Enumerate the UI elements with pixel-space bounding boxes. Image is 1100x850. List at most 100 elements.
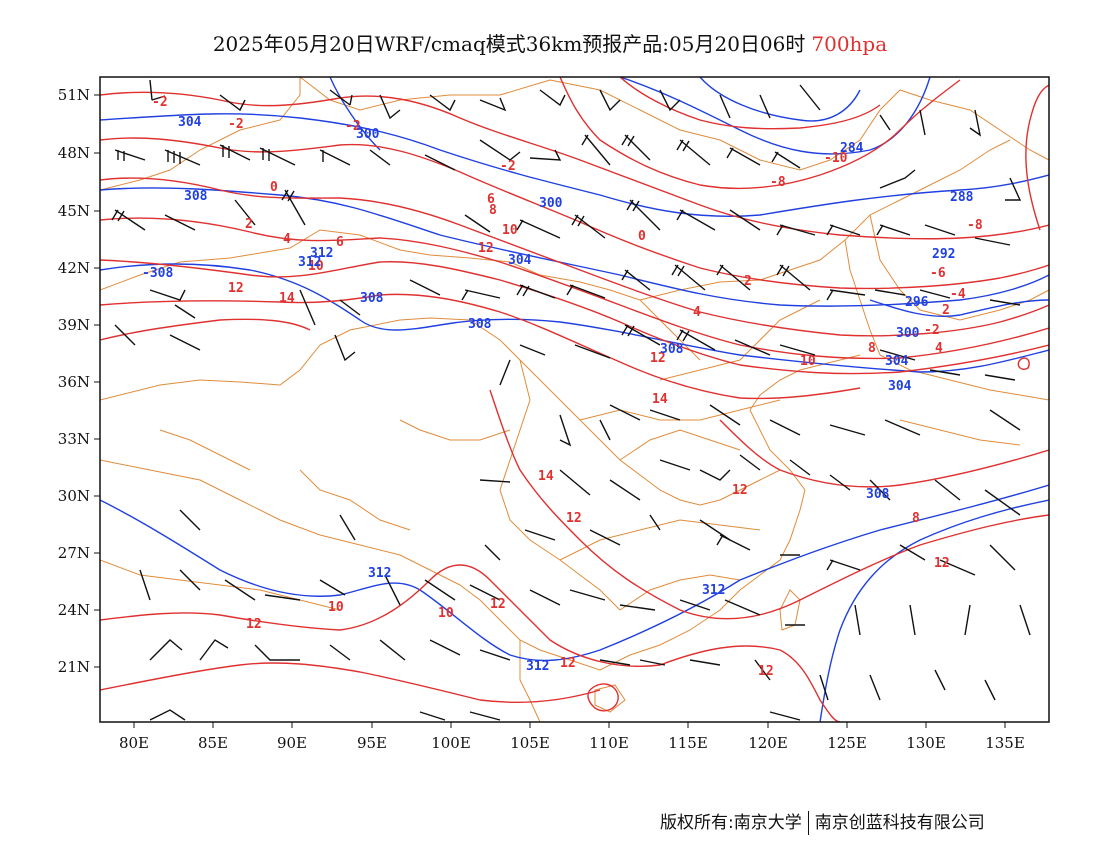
svg-text:312: 312 (310, 246, 333, 261)
svg-text:90E: 90E (277, 734, 307, 752)
svg-text:80E: 80E (119, 734, 149, 752)
svg-text:12: 12 (566, 511, 582, 526)
wind-barbs (111, 79, 1031, 721)
plot-frame (99, 76, 1050, 723)
svg-text:10: 10 (438, 606, 454, 621)
svg-text:312: 312 (298, 255, 321, 270)
svg-text:-4: -4 (950, 287, 966, 302)
svg-text:115E: 115E (668, 734, 708, 752)
svg-text:39N: 39N (58, 316, 90, 334)
svg-text:14: 14 (652, 392, 668, 407)
svg-text:12: 12 (478, 241, 494, 256)
svg-text:21N: 21N (58, 658, 90, 676)
svg-text:8: 8 (489, 203, 497, 218)
boundary-lines (100, 77, 1049, 722)
map-title: 2025年05月20日WRF/cmaq模式36km预报产品:05月20日06时 7… (0, 28, 1100, 57)
svg-text:308: 308 (866, 487, 890, 502)
longitude-labels: 80E 85E 90E 95E 100E 105E 110E 115E 120E… (119, 734, 1025, 752)
svg-text:6: 6 (336, 235, 344, 250)
svg-text:110E: 110E (589, 734, 629, 752)
svg-text:304: 304 (508, 253, 532, 268)
latitude-labels: 51N 48N 45N 42N 39N 36N 33N 30N 27N 24N … (58, 86, 90, 676)
height-labels: 304 300 308 -308 312 308 308 300 304 308… (142, 115, 974, 674)
axis-ticks (94, 94, 1006, 728)
svg-text:296: 296 (905, 295, 929, 310)
svg-text:8: 8 (868, 341, 876, 356)
svg-text:12: 12 (732, 483, 748, 498)
svg-text:0: 0 (270, 180, 278, 195)
svg-text:-8: -8 (770, 175, 786, 190)
svg-text:2: 2 (245, 217, 253, 232)
temperature-labels: -2 -2 -2 -2 0 2 4 6 6 8 10 12 12 14 10 1… (152, 95, 983, 679)
svg-text:130E: 130E (906, 734, 946, 752)
svg-text:308: 308 (360, 291, 384, 306)
svg-text:308: 308 (660, 342, 684, 357)
copyright-company: 南京创蓝科技有限公司 (814, 813, 985, 833)
svg-text:12: 12 (490, 597, 506, 612)
svg-text:308: 308 (468, 317, 492, 332)
height-contours (100, 77, 1049, 722)
svg-text:300: 300 (539, 196, 563, 211)
svg-text:-2: -2 (345, 119, 361, 134)
svg-text:2: 2 (744, 274, 752, 289)
svg-text:85E: 85E (198, 734, 228, 752)
svg-text:284: 284 (840, 141, 864, 156)
svg-text:135E: 135E (985, 734, 1025, 752)
svg-text:12: 12 (650, 351, 666, 366)
svg-text:48N: 48N (58, 144, 90, 162)
svg-text:12: 12 (246, 617, 262, 632)
svg-text:-2: -2 (500, 159, 516, 174)
svg-text:10: 10 (308, 259, 324, 274)
copyright-owner: 版权所有:南京大学 (660, 813, 802, 833)
svg-text:24N: 24N (58, 601, 90, 619)
svg-text:-8: -8 (967, 218, 983, 233)
svg-text:14: 14 (279, 291, 295, 306)
svg-text:51N: 51N (58, 86, 90, 104)
copyright-footer: 版权所有:南京大学 南京创蓝科技有限公司 (660, 808, 985, 835)
svg-text:2: 2 (942, 303, 950, 318)
footer-separator (807, 811, 809, 835)
svg-text:45N: 45N (58, 202, 90, 220)
title-level: 700hpa (811, 32, 888, 56)
svg-text:6: 6 (487, 192, 495, 207)
svg-text:300: 300 (896, 326, 920, 341)
svg-text:125E: 125E (827, 734, 867, 752)
svg-text:12: 12 (934, 556, 950, 571)
title-main: 2025年05月20日WRF/cmaq模式36km预报产品:05月20日06时 (212, 32, 806, 56)
svg-text:12: 12 (758, 664, 774, 679)
temperature-contours (100, 77, 1049, 722)
svg-text:312: 312 (526, 659, 549, 674)
svg-text:10: 10 (328, 600, 344, 615)
svg-text:10: 10 (800, 354, 816, 369)
svg-text:308: 308 (184, 189, 208, 204)
svg-text:12: 12 (560, 656, 576, 671)
svg-text:0: 0 (638, 229, 646, 244)
svg-text:4: 4 (693, 305, 701, 320)
svg-text:27N: 27N (58, 544, 90, 562)
svg-text:14: 14 (538, 469, 554, 484)
svg-text:312: 312 (368, 566, 391, 581)
svg-text:36N: 36N (58, 373, 90, 391)
svg-text:4: 4 (283, 232, 291, 247)
svg-text:292: 292 (932, 247, 955, 262)
svg-text:-2: -2 (228, 117, 244, 132)
svg-text:42N: 42N (58, 259, 90, 277)
svg-text:30N: 30N (58, 487, 90, 505)
svg-text:4: 4 (935, 341, 943, 356)
svg-text:100E: 100E (431, 734, 471, 752)
svg-text:33N: 33N (58, 430, 90, 448)
svg-text:304: 304 (888, 379, 912, 394)
svg-text:8: 8 (912, 511, 920, 526)
svg-text:-308: -308 (142, 266, 173, 281)
svg-text:-2: -2 (152, 95, 168, 110)
svg-text:304: 304 (178, 115, 202, 130)
svg-text:12: 12 (228, 281, 244, 296)
svg-text:312: 312 (702, 583, 725, 598)
svg-text:105E: 105E (510, 734, 550, 752)
svg-text:304: 304 (885, 354, 909, 369)
svg-text:300: 300 (356, 127, 380, 142)
svg-text:288: 288 (950, 190, 974, 205)
svg-text:120E: 120E (748, 734, 788, 752)
svg-text:95E: 95E (357, 734, 387, 752)
